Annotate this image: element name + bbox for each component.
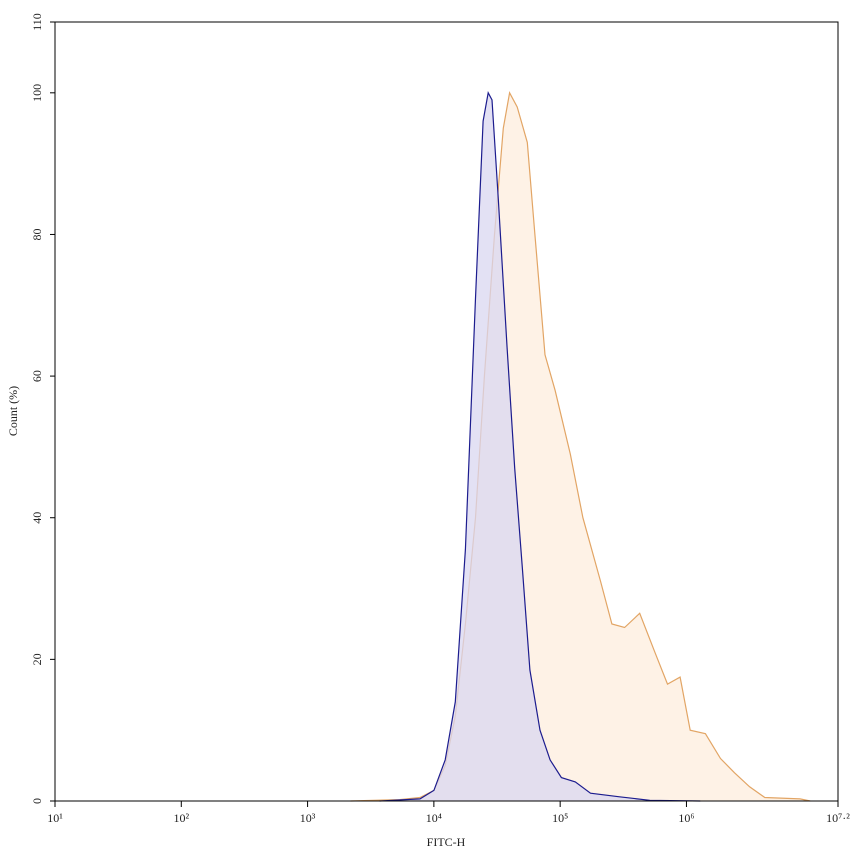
y-axis-label: Count (%): [6, 386, 20, 436]
x-tick-label: 10⁶: [678, 811, 694, 825]
y-tick-label: 100: [30, 84, 44, 102]
y-tick-label: 80: [30, 228, 44, 240]
x-tick-label: 10²: [173, 811, 189, 825]
line: [379, 90, 701, 802]
area-fill: [350, 92, 811, 802]
x-tick-label: 10⁷·²: [826, 811, 850, 825]
x-axis-label: FITC-H: [427, 835, 466, 849]
x-tick-label: 10⁵: [552, 811, 568, 825]
x-tick-label: 10¹: [47, 811, 63, 825]
y-tick-label: 20: [30, 653, 44, 665]
y-tick-label: 110: [30, 13, 44, 31]
x-tick-label: 10³: [300, 811, 316, 825]
plot-frame: [54, 21, 839, 802]
y-tick-label: 0: [30, 798, 44, 804]
y-tick-label: 60: [30, 370, 44, 382]
x-tick-label: 10⁴: [426, 811, 442, 825]
y-tick-label: 40: [30, 512, 44, 524]
